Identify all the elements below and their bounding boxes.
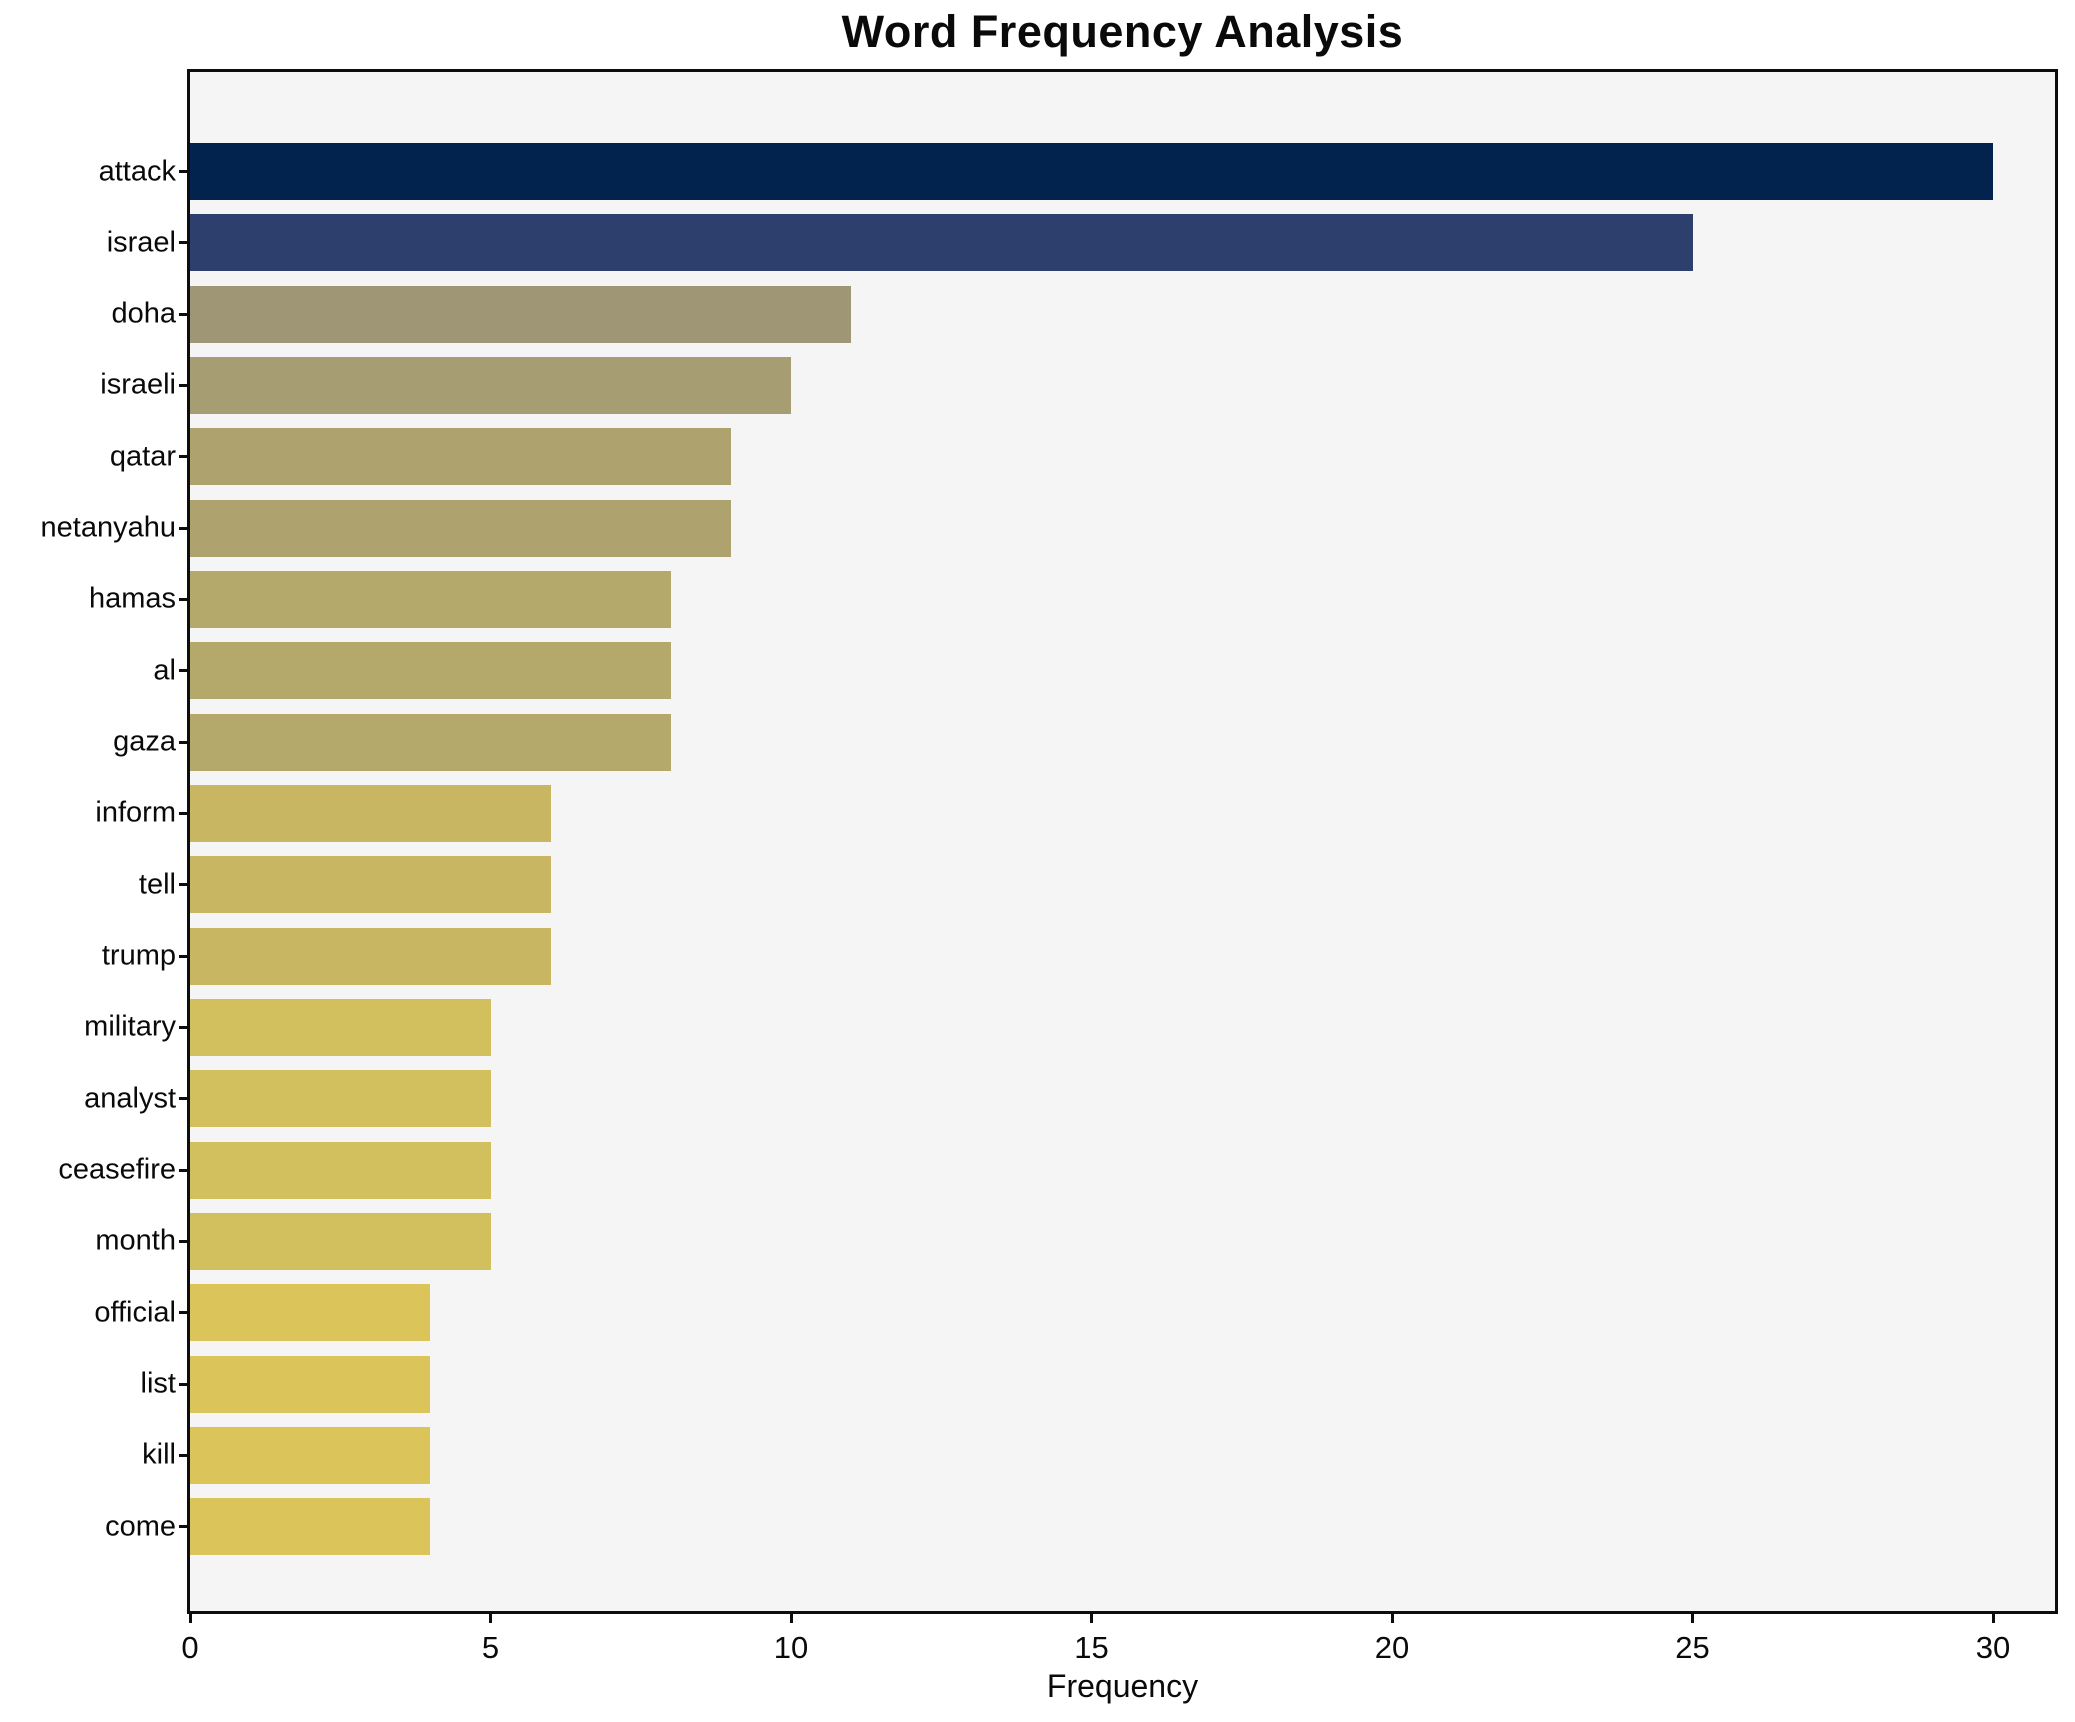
y-tick-mark xyxy=(179,241,190,245)
y-tick-label: come xyxy=(105,1510,176,1543)
bar-list xyxy=(190,1355,431,1413)
y-tick-mark xyxy=(179,1097,190,1101)
x-tick-mark xyxy=(1991,1612,1995,1623)
bar-gaza xyxy=(190,713,671,771)
x-tick-label: 5 xyxy=(481,1630,500,1665)
y-tick-mark xyxy=(179,1239,190,1243)
bar-hamas xyxy=(190,570,671,628)
bar-military xyxy=(190,998,491,1056)
x-tick-label: 10 xyxy=(773,1630,809,1665)
y-tick-mark xyxy=(179,383,190,387)
x-tick-label: 30 xyxy=(1975,1630,2011,1665)
bar-kill xyxy=(190,1426,431,1484)
x-tick-label: 0 xyxy=(181,1630,199,1665)
y-tick-label: israel xyxy=(106,226,176,259)
bar-come xyxy=(190,1498,431,1556)
y-tick-mark xyxy=(179,811,190,815)
y-tick-label: military xyxy=(84,1010,176,1043)
y-tick-label: hamas xyxy=(88,582,176,615)
y-tick-label: doha xyxy=(111,297,176,330)
bar-israel xyxy=(190,214,1693,272)
x-tick-label: 15 xyxy=(1074,1630,1109,1665)
y-tick-mark xyxy=(179,669,190,673)
y-tick-mark xyxy=(179,954,190,958)
y-tick-label: inform xyxy=(95,796,176,829)
bar-israeli xyxy=(190,356,791,414)
y-tick-label: trump xyxy=(101,939,176,972)
y-tick-mark xyxy=(179,1382,190,1386)
y-tick-mark xyxy=(179,526,190,530)
bar-attack xyxy=(190,143,1993,200)
y-tick-label: qatar xyxy=(109,440,176,473)
bar-doha xyxy=(190,285,852,343)
y-tick-label: list xyxy=(140,1367,176,1400)
y-tick-label: kill xyxy=(142,1438,176,1471)
x-tick-label: 20 xyxy=(1374,1630,1410,1665)
x-tick-mark xyxy=(1390,1612,1394,1623)
y-tick-mark xyxy=(179,740,190,744)
y-tick-mark xyxy=(179,455,190,459)
y-tick-mark xyxy=(179,1311,190,1315)
y-tick-mark xyxy=(179,170,190,173)
x-tick-label: 25 xyxy=(1675,1630,1710,1665)
y-tick-mark xyxy=(179,1168,190,1172)
bar-tell xyxy=(190,856,551,914)
bar-al xyxy=(190,642,671,700)
x-tick-mark xyxy=(188,1612,192,1623)
bar-month xyxy=(190,1212,491,1270)
bar-analyst xyxy=(190,1070,491,1128)
x-axis-title: Frequency xyxy=(1046,1668,1199,1704)
y-tick-label: analyst xyxy=(84,1082,176,1115)
y-tick-mark xyxy=(179,597,190,601)
y-tick-label: ceasefire xyxy=(58,1153,176,1186)
y-tick-mark xyxy=(179,1525,190,1529)
y-tick-mark xyxy=(179,1453,190,1457)
bar-trump xyxy=(190,927,551,985)
bar-official xyxy=(190,1284,431,1342)
y-tick-mark xyxy=(179,1025,190,1029)
y-tick-label: israeli xyxy=(100,368,176,401)
y-tick-label: gaza xyxy=(113,725,176,758)
y-tick-label: tell xyxy=(138,868,176,901)
bar-qatar xyxy=(190,428,731,486)
y-tick-label: al xyxy=(153,654,176,687)
y-tick-label: attack xyxy=(98,155,176,187)
chart-title: Word Frequency Analysis xyxy=(841,6,1404,57)
bar-netanyahu xyxy=(190,499,731,557)
x-tick-mark xyxy=(789,1612,793,1623)
y-tick-label: official xyxy=(94,1296,176,1329)
y-tick-label: netanyahu xyxy=(40,511,176,544)
x-tick-mark xyxy=(1090,1612,1093,1623)
y-tick-mark xyxy=(179,312,190,316)
x-tick-mark xyxy=(489,1612,492,1623)
bar-ceasefire xyxy=(190,1141,491,1199)
y-tick-mark xyxy=(179,883,190,887)
bar-inform xyxy=(190,784,551,842)
y-tick-label: month xyxy=(95,1224,176,1257)
x-tick-mark xyxy=(1691,1612,1694,1623)
